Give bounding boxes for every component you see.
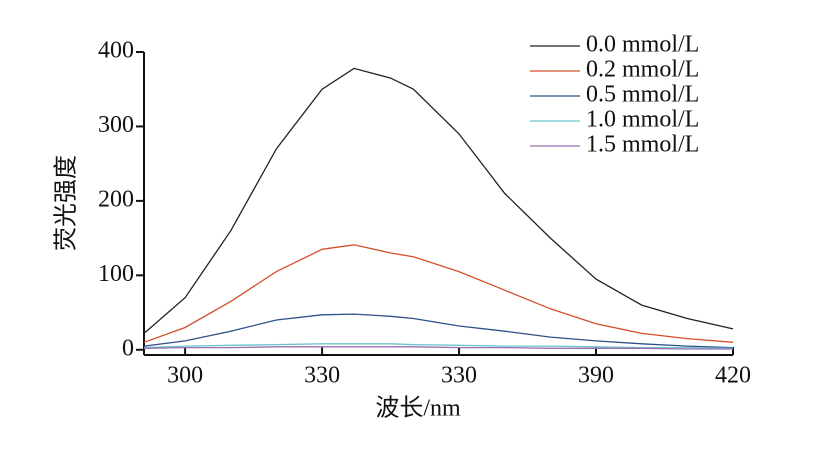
x-tick-label: 300 <box>167 363 203 389</box>
series-line <box>143 346 733 350</box>
x-axis-label: 波长/nm <box>375 395 461 422</box>
y-tick-label: 400 <box>98 38 134 64</box>
y-tick-label: 300 <box>98 112 134 138</box>
y-tick-label: 100 <box>98 261 134 287</box>
series-line <box>143 244 734 343</box>
series-line <box>143 343 734 349</box>
y-axis-label: 荧光强度 <box>53 155 80 251</box>
legend-label: 0.2 mmol/L <box>586 57 699 83</box>
legend-label: 0.0 mmol/L <box>586 32 699 58</box>
x-tick-label: 420 <box>715 363 751 389</box>
y-tick-label: 200 <box>98 186 134 212</box>
series-line <box>143 67 734 334</box>
legend-label: 0.5 mmol/L <box>586 82 699 108</box>
x-tick-label: 330 <box>304 363 340 389</box>
series-line <box>143 313 734 349</box>
x-tick-label: 390 <box>578 363 614 389</box>
x-tick-label: 330 <box>441 363 477 389</box>
legend-label: 1.0 mmol/L <box>586 107 699 133</box>
y-tick-label: 0 <box>122 335 134 361</box>
legend-label: 1.5 mmol/L <box>586 132 699 158</box>
